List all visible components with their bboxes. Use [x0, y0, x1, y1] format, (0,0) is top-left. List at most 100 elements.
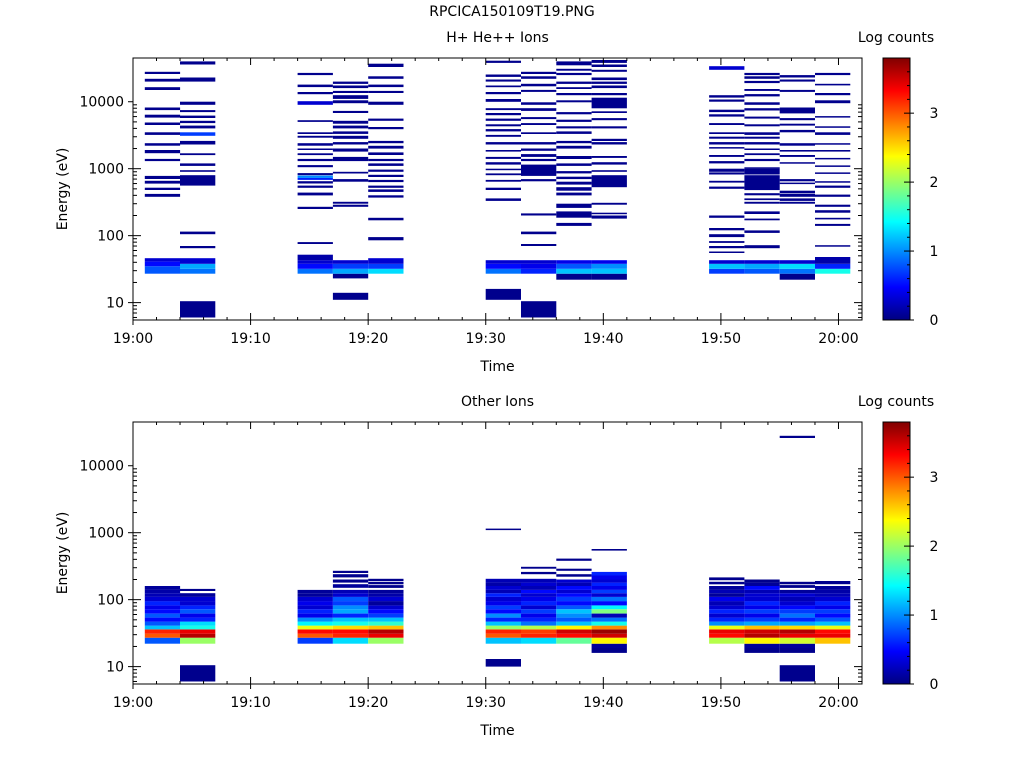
bottom-cell-6-2: [521, 629, 557, 634]
top-cell-2-20: [297, 101, 333, 105]
top-cell-9-0: [709, 268, 745, 274]
top-cells: [144, 60, 851, 318]
top-cell-4-5: [368, 195, 404, 198]
top-cell-11-10: [779, 162, 815, 164]
bottom-cell-0-13: [144, 586, 181, 590]
bottom-cell-8-13: [591, 593, 627, 597]
top-cell-11-16: [779, 118, 815, 121]
bottom-xtick-label: 19:10: [230, 695, 270, 711]
top-cell-6-15: [521, 117, 557, 120]
bottom-cell-3-1: [332, 633, 369, 638]
top-cell-8-23: [591, 60, 627, 63]
top-cell-3-17: [332, 100, 369, 104]
top-cell-6-12: [521, 142, 557, 145]
top-cell-3-8: [332, 171, 369, 174]
top-cell-10-8: [744, 198, 780, 201]
bottom-cell-1-10: [180, 601, 216, 606]
top-cell-2-15: [297, 148, 333, 150]
top-cell-12-8: [815, 194, 851, 197]
top-cell-0-0: [144, 266, 181, 274]
top-colorbar-label: Log counts: [858, 30, 934, 46]
top-cell-0-10: [144, 132, 181, 135]
bottom-cell-5-5: [485, 621, 521, 626]
bottom-cell-8-11: [591, 601, 627, 606]
bottom-cells: [144, 435, 851, 682]
bottom-cell-7-9: [556, 601, 592, 606]
top-cell-3-6: [332, 201, 369, 204]
bottom-cell-0-1: [144, 633, 181, 638]
top-cell-6-9: [521, 158, 557, 162]
top-cell-1-10: [180, 140, 216, 145]
top-ytick-label: 10000: [79, 95, 124, 111]
top-cell-5-15: [485, 124, 521, 127]
top-cell-7-10: [556, 176, 592, 180]
bottom-cell-6-11: [521, 593, 557, 597]
top-cell-10-22: [744, 102, 780, 105]
bottom-cell-6-6: [521, 613, 557, 618]
top-cell-1-12: [180, 125, 216, 129]
top-title: H+ He++ Ions: [446, 30, 549, 46]
bottom-cell-9-4: [709, 621, 745, 626]
top-cell-6-6: [521, 213, 557, 216]
top-cell-6-11: [521, 148, 557, 151]
top-cell-7-19: [556, 112, 592, 115]
top-cell-8-10: [591, 156, 627, 158]
top-cell-8-11: [591, 142, 627, 145]
bottom-colorbar-tick-label: 2: [930, 539, 939, 555]
bottom-cell-12-3: [815, 625, 851, 630]
top-cell-6-8: [521, 164, 557, 176]
top-cell-6-0: [521, 301, 557, 318]
bottom-cell-12-8: [815, 605, 851, 610]
top-cell-12-21: [815, 83, 851, 86]
top-cell-5-10: [485, 156, 521, 159]
top-cell-8-13: [591, 126, 627, 129]
bottom-cell-3-7: [332, 609, 369, 614]
bottom-cell-12-12: [815, 589, 851, 594]
bottom-cell-7-8: [556, 605, 592, 610]
bottom-cell-8-19: [591, 571, 627, 576]
bottom-cell-7-7: [556, 609, 592, 614]
bottom-cell-6-1: [521, 633, 557, 638]
top-cell-7-1: [556, 268, 592, 274]
top-cell-9-20: [709, 114, 745, 117]
bottom-cell-6-12: [521, 589, 557, 594]
top-cell-2-21: [297, 92, 333, 95]
top-cell-2-9: [297, 177, 333, 180]
bottom-cell-9-6: [709, 613, 745, 618]
bottom-ytick-label: 100: [97, 593, 124, 609]
bottom-cell-5-12: [485, 593, 521, 597]
bottom-cell-8-1: [591, 643, 627, 648]
top-cell-8-6: [591, 202, 627, 205]
top-cell-11-20: [779, 75, 815, 78]
bottom-cell-11-14: [779, 593, 815, 597]
top-cell-0-9: [144, 143, 181, 146]
bottom-cell-11-2: [779, 643, 815, 648]
top-cell-12-4: [815, 223, 851, 226]
bottom-cell-2-6: [297, 613, 333, 618]
top-cell-2-22: [297, 84, 333, 88]
top-cell-1-13: [180, 120, 216, 124]
bottom-cell-1-9: [180, 605, 216, 610]
top-cell-6-20: [521, 76, 557, 79]
bottom-colorbar-tick-label: 1: [930, 608, 939, 624]
top-cell-10-25: [744, 80, 780, 84]
top-cell-2-2: [297, 260, 333, 264]
top-cell-5-13: [485, 134, 521, 137]
bottom-cell-6-7: [521, 609, 557, 614]
bottom-xtick-label: 19:00: [113, 695, 153, 711]
bottom-cell-11-6: [779, 625, 815, 630]
top-cell-12-12: [815, 165, 851, 167]
bottom-cell-7-6: [556, 613, 592, 618]
top-cell-1-0: [180, 301, 216, 318]
bottom-cell-8-10: [591, 605, 627, 610]
bottom-cell-5-6: [485, 617, 521, 622]
top-cell-2-13: [297, 158, 333, 162]
top-cell-12-5: [815, 217, 851, 220]
bottom-cell-9-8: [709, 605, 745, 610]
top-cell-0-6: [144, 175, 181, 179]
top-cell-7-15: [556, 140, 592, 144]
top-ytick-label: 10: [106, 296, 124, 312]
top-cell-3-5: [332, 204, 369, 207]
top-cell-0-2: [144, 258, 181, 262]
bottom-ytick-label: 10000: [79, 459, 124, 475]
